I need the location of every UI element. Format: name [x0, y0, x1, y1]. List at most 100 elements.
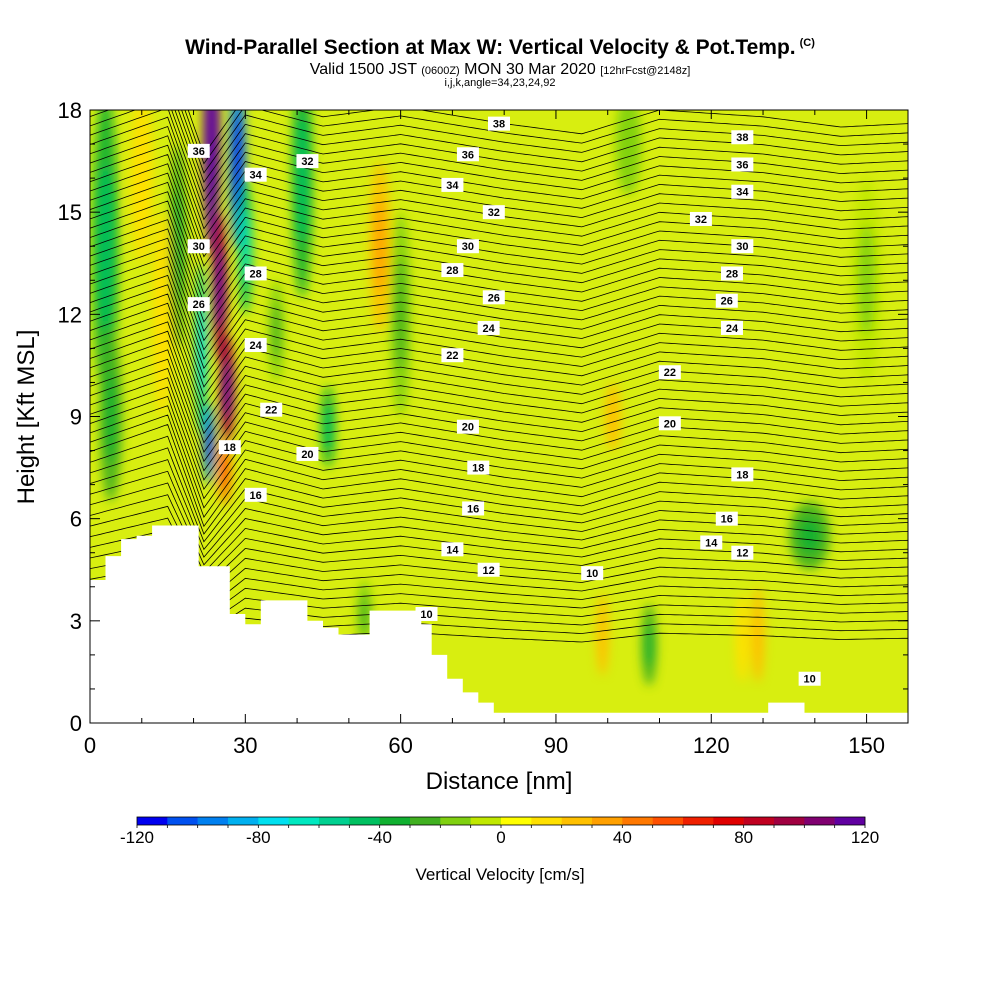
contour-label: 28 — [720, 266, 743, 281]
contour-label: 34 — [441, 177, 464, 192]
contour-label-text: 12 — [483, 565, 495, 577]
theta-contour — [90, 237, 908, 342]
colorbar-swatch — [713, 817, 744, 825]
w-cell-core — [798, 516, 822, 555]
theta-contour — [90, 321, 908, 425]
colorbar-swatch — [743, 817, 775, 825]
contour-label-box — [244, 337, 267, 352]
contour-label: 22 — [260, 402, 283, 417]
w-cell-core — [197, 301, 205, 396]
theta-contour — [177, 110, 908, 184]
contour-label: 14 — [441, 542, 464, 557]
contour-label-box — [477, 562, 500, 577]
theta-contour — [90, 395, 908, 500]
contour-label-box — [715, 511, 738, 526]
contour-label-box — [244, 167, 267, 182]
theta-contour — [90, 172, 908, 277]
colorbar-swatch — [137, 817, 168, 825]
x-tick-label: 60 — [388, 733, 412, 758]
theta-contour — [90, 367, 908, 472]
w-cell-core — [374, 199, 386, 294]
contour-label: 10 — [798, 671, 821, 686]
contour-label: 38 — [488, 116, 510, 131]
y-tick-label: 3 — [70, 609, 82, 634]
contour-label-box — [462, 501, 485, 516]
contour-label: 30 — [187, 239, 210, 254]
theta-contour — [90, 459, 908, 551]
w-cell-core — [858, 224, 876, 337]
contour-label: 24 — [720, 320, 743, 335]
y-axis-title: Height [Kft MSL] — [13, 330, 40, 505]
contour-label-box — [658, 416, 681, 431]
colorbar-swatch — [652, 817, 684, 825]
theta-contour — [90, 302, 908, 407]
contour-label-text: 10 — [420, 609, 432, 621]
valid-time: Valid 1500 JST — [309, 61, 417, 78]
colorbar-swatch — [622, 817, 653, 825]
contour-label-box — [296, 446, 319, 461]
colorbar-title: Vertical Velocity [cm/s] — [415, 865, 584, 884]
theta-contour — [90, 274, 908, 379]
contour-label-text: 16 — [467, 503, 479, 515]
theta-contour — [90, 423, 908, 528]
contour-label-text: 26 — [488, 292, 500, 304]
colorbar-label: -40 — [367, 828, 392, 847]
contour-label-box — [187, 143, 210, 158]
contour-label: 10 — [581, 566, 604, 581]
contour-label-text: 16 — [721, 514, 733, 526]
theta-contour — [181, 110, 908, 174]
contour-label-text: 22 — [446, 350, 458, 362]
contour-label: 20 — [296, 446, 319, 461]
contour-label: 26 — [187, 297, 210, 312]
contour-label: 30 — [731, 239, 754, 254]
theta-contour — [90, 339, 908, 444]
w-cell-core — [205, 421, 213, 467]
contour-label: 26 — [715, 293, 738, 308]
theta-contour — [90, 116, 908, 221]
contour-label: 18 — [467, 460, 490, 475]
contour-label-box — [700, 535, 723, 550]
theta-contour — [90, 349, 908, 453]
theta-contour — [90, 293, 908, 398]
w-cell-core — [360, 595, 369, 633]
contour-label-box — [441, 177, 464, 192]
contour-label-box — [187, 239, 210, 254]
contour-label-box — [441, 348, 464, 363]
contour-label: 24 — [244, 337, 267, 352]
contour-label-box — [477, 320, 500, 335]
colorbar-label: 40 — [613, 828, 632, 847]
terrain-mask — [90, 525, 908, 723]
contour-label: 26 — [482, 290, 505, 305]
contour-label-box — [731, 130, 754, 145]
contour-label-box — [415, 607, 438, 622]
contour-label-box — [731, 184, 754, 199]
chart-title: Wind-Parallel Section at Max W: Vertical… — [0, 36, 1000, 60]
contour-labels: 36 34 32 30 28 26 24 22 20 18 16 38 36 34 32 30 28 26 24 22… — [187, 116, 821, 686]
contour-label-box — [798, 671, 821, 686]
theta-contour — [90, 482, 908, 566]
contour-label-box — [218, 440, 241, 455]
colorbar-label: -80 — [246, 828, 271, 847]
contour-label: 16 — [715, 511, 738, 526]
w-cell-core — [221, 452, 229, 490]
contour-label-text: 32 — [695, 214, 707, 226]
contour-label: 32 — [689, 211, 712, 226]
contour-label: 22 — [441, 348, 464, 363]
valid-date: MON 30 Mar 2020 — [464, 61, 596, 78]
contour-label: 28 — [441, 263, 464, 278]
w-cell-core — [296, 112, 308, 244]
theta-contour — [90, 414, 908, 518]
theta-contour — [90, 386, 908, 491]
x-axis-title: Distance [nm] — [426, 768, 573, 795]
y-tick-label: 0 — [70, 711, 82, 736]
contour-label-box — [187, 297, 210, 312]
contour-label: 16 — [462, 501, 485, 516]
w-cell-core — [754, 608, 762, 661]
w-cell-core — [644, 622, 654, 668]
contour-label-text: 30 — [462, 241, 474, 253]
theta-contour — [90, 265, 908, 370]
contour-label-box — [731, 239, 754, 254]
contour-label-text: 30 — [736, 241, 748, 253]
theta-contour — [90, 163, 908, 267]
